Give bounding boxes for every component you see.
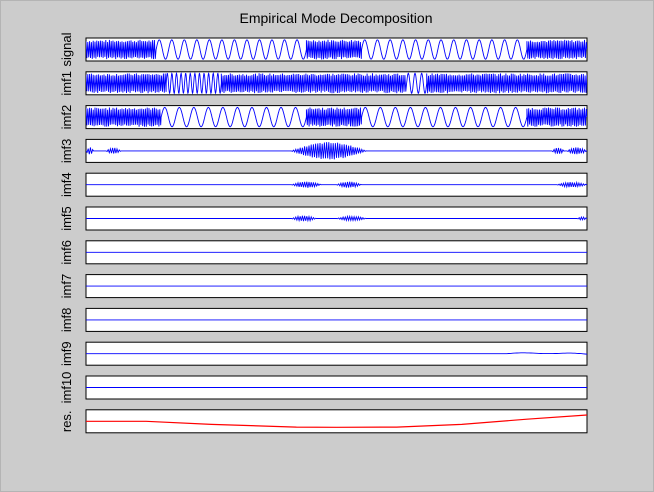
ylabel: imf8 [59, 308, 74, 333]
panel-imf8: imf8 [59, 308, 588, 333]
series-line [86, 39, 587, 60]
panel-imf4: imf4 [59, 172, 588, 197]
series-line [86, 180, 587, 189]
ylabel: imf3 [59, 139, 74, 164]
series-line [86, 414, 587, 428]
ylabel: imf2 [59, 105, 74, 130]
panel-signal: signal [59, 32, 588, 66]
ylabel: res. [59, 410, 74, 432]
series-line [86, 106, 587, 128]
chart-title: Empirical Mode Decomposition [239, 10, 433, 26]
ylabel: imf1 [59, 71, 74, 96]
axes-box [85, 409, 588, 434]
ylabel: imf9 [59, 341, 74, 366]
panel-imf3: imf3 [59, 139, 588, 164]
ylabel: imf7 [59, 274, 74, 299]
ylabel: signal [59, 32, 74, 66]
panel-res: res. [59, 409, 588, 434]
panel-imf10: imf10 [59, 372, 588, 404]
panel-imf1: imf1 [59, 71, 588, 96]
series-line [86, 214, 587, 223]
series-line [86, 142, 587, 160]
ylabel: imf5 [59, 206, 74, 231]
ylabel: imf6 [59, 240, 74, 265]
panel-imf2: imf2 [59, 105, 588, 130]
panel-imf5: imf5 [59, 206, 588, 231]
panel-imf9: imf9 [59, 341, 588, 366]
ylabel: imf10 [59, 372, 74, 404]
panel-imf6: imf6 [59, 240, 588, 265]
ylabel: imf4 [59, 172, 74, 197]
panel-imf7: imf7 [59, 274, 588, 299]
series-line [86, 71, 587, 95]
series-line [86, 352, 587, 355]
